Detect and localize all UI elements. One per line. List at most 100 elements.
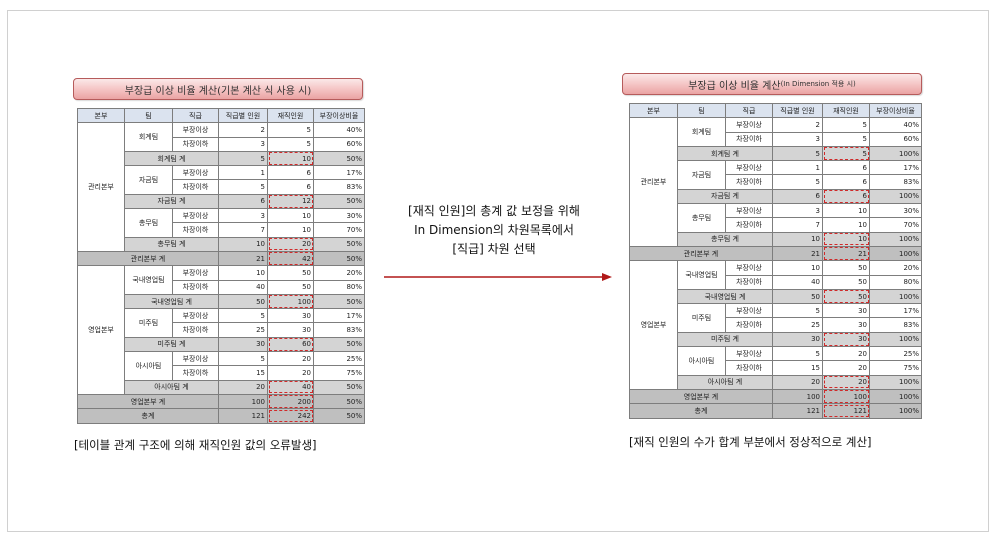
- value-cell: 100%: [869, 388, 922, 405]
- left-caption: [테이블 관계 구조에 의해 재직인원 값의 오류발생]: [74, 438, 317, 452]
- table-row: 차장이하 3 5 60%: [78, 136, 365, 152]
- value-cell: 50%: [313, 193, 365, 210]
- left-table: 본부 팀 직급 직급별 인원 재직인원 부장이상비율 관리본부 회계팀 부장이상…: [77, 107, 365, 424]
- value-cell: 100%: [869, 403, 922, 419]
- rank-cell: 부장이상: [172, 122, 219, 138]
- value-cell: 5: [822, 117, 870, 133]
- value-cell: 50: [218, 293, 268, 310]
- value-cell: 80%: [313, 279, 365, 295]
- value-cell: 5: [822, 131, 870, 147]
- value-cell: 75%: [869, 360, 922, 376]
- value-cell: 3: [772, 203, 823, 219]
- value-cell: 100%: [869, 331, 922, 348]
- subtotal-row: 국내영업팀 계 50 50 100%: [630, 288, 922, 305]
- value-cell: 30: [772, 331, 823, 348]
- value-cell: 83%: [869, 317, 922, 333]
- value-cell: 6: [822, 160, 870, 176]
- value-cell-highlighted: 30: [822, 331, 870, 348]
- rank-cell: 부장이상: [172, 208, 219, 224]
- value-cell: 50%: [313, 408, 365, 424]
- right-table: 본부 팀 직급 직급별 인원 재직인원 부장이상비율 관리본부 회계팀 부장이상…: [629, 102, 922, 419]
- value-cell: 21: [218, 250, 268, 267]
- rank-cell: 부장이상: [725, 260, 773, 276]
- hq-total-row: 관리본부 계 21 42 50%: [77, 250, 365, 267]
- value-cell: 100%: [869, 374, 922, 390]
- value-cell: 6: [267, 179, 314, 195]
- table-row: 차장이하 5 6 83%: [78, 179, 365, 195]
- team-cell: 자금팀: [124, 165, 173, 195]
- value-cell: 5: [772, 174, 823, 190]
- value-cell: 3: [218, 136, 268, 152]
- team-cell: 자금팀: [677, 160, 726, 190]
- value-cell: 50%: [313, 150, 365, 167]
- team-cell: 총무팀: [124, 208, 173, 238]
- value-cell: 2: [772, 117, 823, 133]
- value-cell: 5: [218, 150, 268, 167]
- center-line-1: [재직 인원]의 총계 값 보정을 위해: [408, 204, 580, 218]
- value-cell: 100%: [869, 231, 922, 247]
- subtotal-label: 총무팀 계: [677, 231, 773, 247]
- value-cell: 10: [267, 222, 314, 238]
- header-rank-count: 직급별 인원: [772, 102, 823, 119]
- value-cell: 25%: [869, 346, 922, 362]
- value-cell: 50%: [313, 379, 365, 395]
- subtotal-label: 국내영업팀 계: [677, 288, 773, 305]
- rank-cell: 차장이하: [172, 322, 219, 338]
- value-cell: 50%: [313, 236, 365, 252]
- right-title-main: 부장급 이상 비율 계산: [688, 80, 781, 92]
- rank-cell: 차장이하: [172, 179, 219, 195]
- hq-total-label: 관리본부 계: [629, 245, 773, 262]
- value-cell: 50%: [313, 336, 365, 353]
- hq-total-label: 관리본부 계: [77, 250, 219, 267]
- table-row: 아시아팀 부장이상 5 20 25%: [630, 346, 922, 376]
- subtotal-label: 회계팀 계: [124, 150, 219, 167]
- rank-cell: 부장이상: [725, 346, 773, 362]
- value-cell: 50: [772, 288, 823, 305]
- subtotal-row: 회계팀 계 5 5 100%: [630, 145, 922, 162]
- value-cell: 70%: [869, 217, 922, 233]
- header-employees: 재직인원: [822, 102, 870, 119]
- value-cell: 100%: [869, 145, 922, 162]
- header-hq: 본부: [629, 102, 678, 119]
- header-team: 팀: [677, 102, 726, 119]
- grand-total-row: 총계 121 121 100%: [629, 403, 922, 419]
- subtotal-label: 총무팀 계: [124, 236, 219, 252]
- value-cell: 5: [267, 136, 314, 152]
- value-cell: 50: [822, 274, 870, 290]
- rank-cell: 부장이상: [172, 165, 219, 181]
- value-cell: 25%: [313, 351, 365, 367]
- rank-cell: 부장이상: [725, 303, 773, 319]
- value-cell: 10: [822, 203, 870, 219]
- value-cell: 30: [822, 317, 870, 333]
- header-rank: 직급: [172, 107, 219, 124]
- value-cell: 50%: [313, 293, 365, 310]
- value-cell: 20%: [869, 260, 922, 276]
- team-cell: 회계팀: [124, 122, 173, 152]
- value-cell-highlighted: 42: [267, 250, 314, 267]
- header-ratio: 부장이상비율: [869, 102, 922, 119]
- value-cell: 5: [267, 122, 314, 138]
- value-cell: 10: [772, 231, 823, 247]
- right-caption: [재직 인원의 수가 합계 부분에서 정상적으로 계산]: [629, 435, 872, 449]
- value-cell-highlighted: 10: [267, 150, 314, 167]
- subtotal-label: 미주팀 계: [124, 336, 219, 353]
- value-cell-highlighted: 40: [267, 379, 314, 395]
- table-header-row: 본부 팀 직급 직급별 인원 재직인원 부장이상비율: [77, 107, 365, 124]
- table-row: 차장이하 25 30 83%: [630, 317, 922, 333]
- table-row: 차장이하 3 5 60%: [630, 131, 922, 147]
- team-cell: 회계팀: [677, 117, 726, 147]
- subtotal-label: 아시아팀 계: [677, 374, 773, 390]
- value-cell-highlighted: 50: [822, 288, 870, 305]
- team-cell: 미주팀: [677, 303, 726, 333]
- value-cell: 20%: [313, 265, 365, 281]
- value-cell: 1: [772, 160, 823, 176]
- value-cell: 80%: [869, 274, 922, 290]
- table-row: 미주팀 부장이상 5 30 17%: [630, 303, 922, 333]
- value-cell: 40: [772, 274, 823, 290]
- subtotal-label: 자금팀 계: [124, 193, 219, 210]
- value-cell: 6: [267, 165, 314, 181]
- value-cell: 20: [822, 346, 870, 362]
- value-cell: 5: [218, 351, 268, 367]
- rank-cell: 차장이하: [725, 131, 773, 147]
- table-row: 자금팀 부장이상 1 6 17%: [78, 165, 365, 195]
